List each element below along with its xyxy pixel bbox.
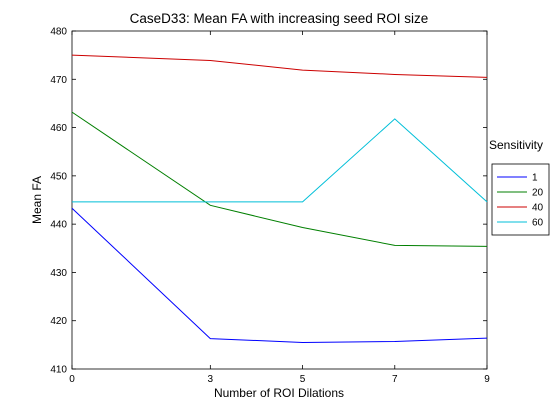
x-tick-label: 5 (300, 374, 306, 385)
y-axis-label: Mean FA (30, 176, 44, 224)
legend-title: Sensitivity (489, 138, 543, 152)
y-tick-label: 430 (50, 268, 67, 279)
legend-label: 60 (532, 218, 544, 229)
x-axis-ticks: 0 3 5 7 9 (69, 31, 490, 385)
plot-area (71, 30, 488, 370)
y-tick-label: 440 (50, 220, 67, 231)
x-tick-label: 9 (484, 374, 490, 385)
legend-label: 40 (532, 203, 544, 214)
y-tick-label: 410 (50, 365, 67, 376)
series-line-20 (71, 111, 488, 247)
legend-label: 1 (532, 173, 538, 184)
y-axis-ticks: 410 420 430 440 450 460 470 480 (50, 27, 487, 376)
y-tick-label: 460 (50, 123, 67, 134)
y-tick-label: 420 (50, 316, 67, 327)
y-tick-label: 450 (50, 171, 67, 182)
x-tick-label: 7 (392, 374, 398, 385)
series-line-60 (72, 118, 488, 203)
chart-title: CaseD33: Mean FA with increasing seed RO… (130, 11, 429, 26)
series-line-40 (71, 54, 488, 78)
x-axis-label: Number of ROI Dilations (214, 386, 344, 400)
legend-label: 20 (532, 188, 544, 199)
series-line-1 (71, 207, 488, 343)
y-tick-label: 480 (50, 27, 67, 38)
legend: 1 20 40 60 (491, 163, 550, 236)
legend-box (491, 163, 550, 236)
y-tick-label: 470 (50, 75, 67, 86)
x-tick-label: 3 (208, 374, 214, 385)
axes-box (71, 30, 488, 370)
series-lines (71, 54, 488, 343)
x-tick-label: 0 (69, 374, 75, 385)
